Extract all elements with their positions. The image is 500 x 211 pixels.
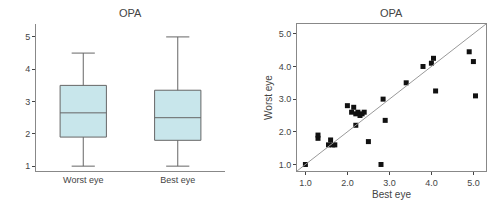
svg-text:Worst eye: Worst eye bbox=[63, 175, 103, 185]
svg-text:3.0: 3.0 bbox=[383, 178, 396, 188]
svg-text:1.0: 1.0 bbox=[299, 178, 312, 188]
svg-text:OPA: OPA bbox=[119, 7, 142, 19]
svg-text:4: 4 bbox=[25, 64, 30, 74]
svg-text:1.0: 1.0 bbox=[279, 160, 292, 170]
svg-text:5.0: 5.0 bbox=[467, 178, 480, 188]
svg-text:Best eye: Best eye bbox=[160, 175, 195, 185]
svg-text:5.0: 5.0 bbox=[279, 29, 292, 39]
svg-text:4.0: 4.0 bbox=[279, 62, 292, 72]
svg-text:Worst eye: Worst eye bbox=[263, 75, 274, 120]
svg-text:OPA: OPA bbox=[380, 7, 403, 19]
svg-text:1: 1 bbox=[25, 161, 30, 171]
svg-text:2.0: 2.0 bbox=[279, 127, 292, 137]
svg-text:2.0: 2.0 bbox=[341, 178, 354, 188]
svg-text:4.0: 4.0 bbox=[425, 178, 438, 188]
svg-text:3: 3 bbox=[25, 97, 30, 107]
svg-text:2: 2 bbox=[25, 129, 30, 139]
svg-text:Best eye: Best eye bbox=[372, 189, 411, 200]
svg-text:3.0: 3.0 bbox=[279, 94, 292, 104]
svg-text:5: 5 bbox=[25, 32, 30, 42]
